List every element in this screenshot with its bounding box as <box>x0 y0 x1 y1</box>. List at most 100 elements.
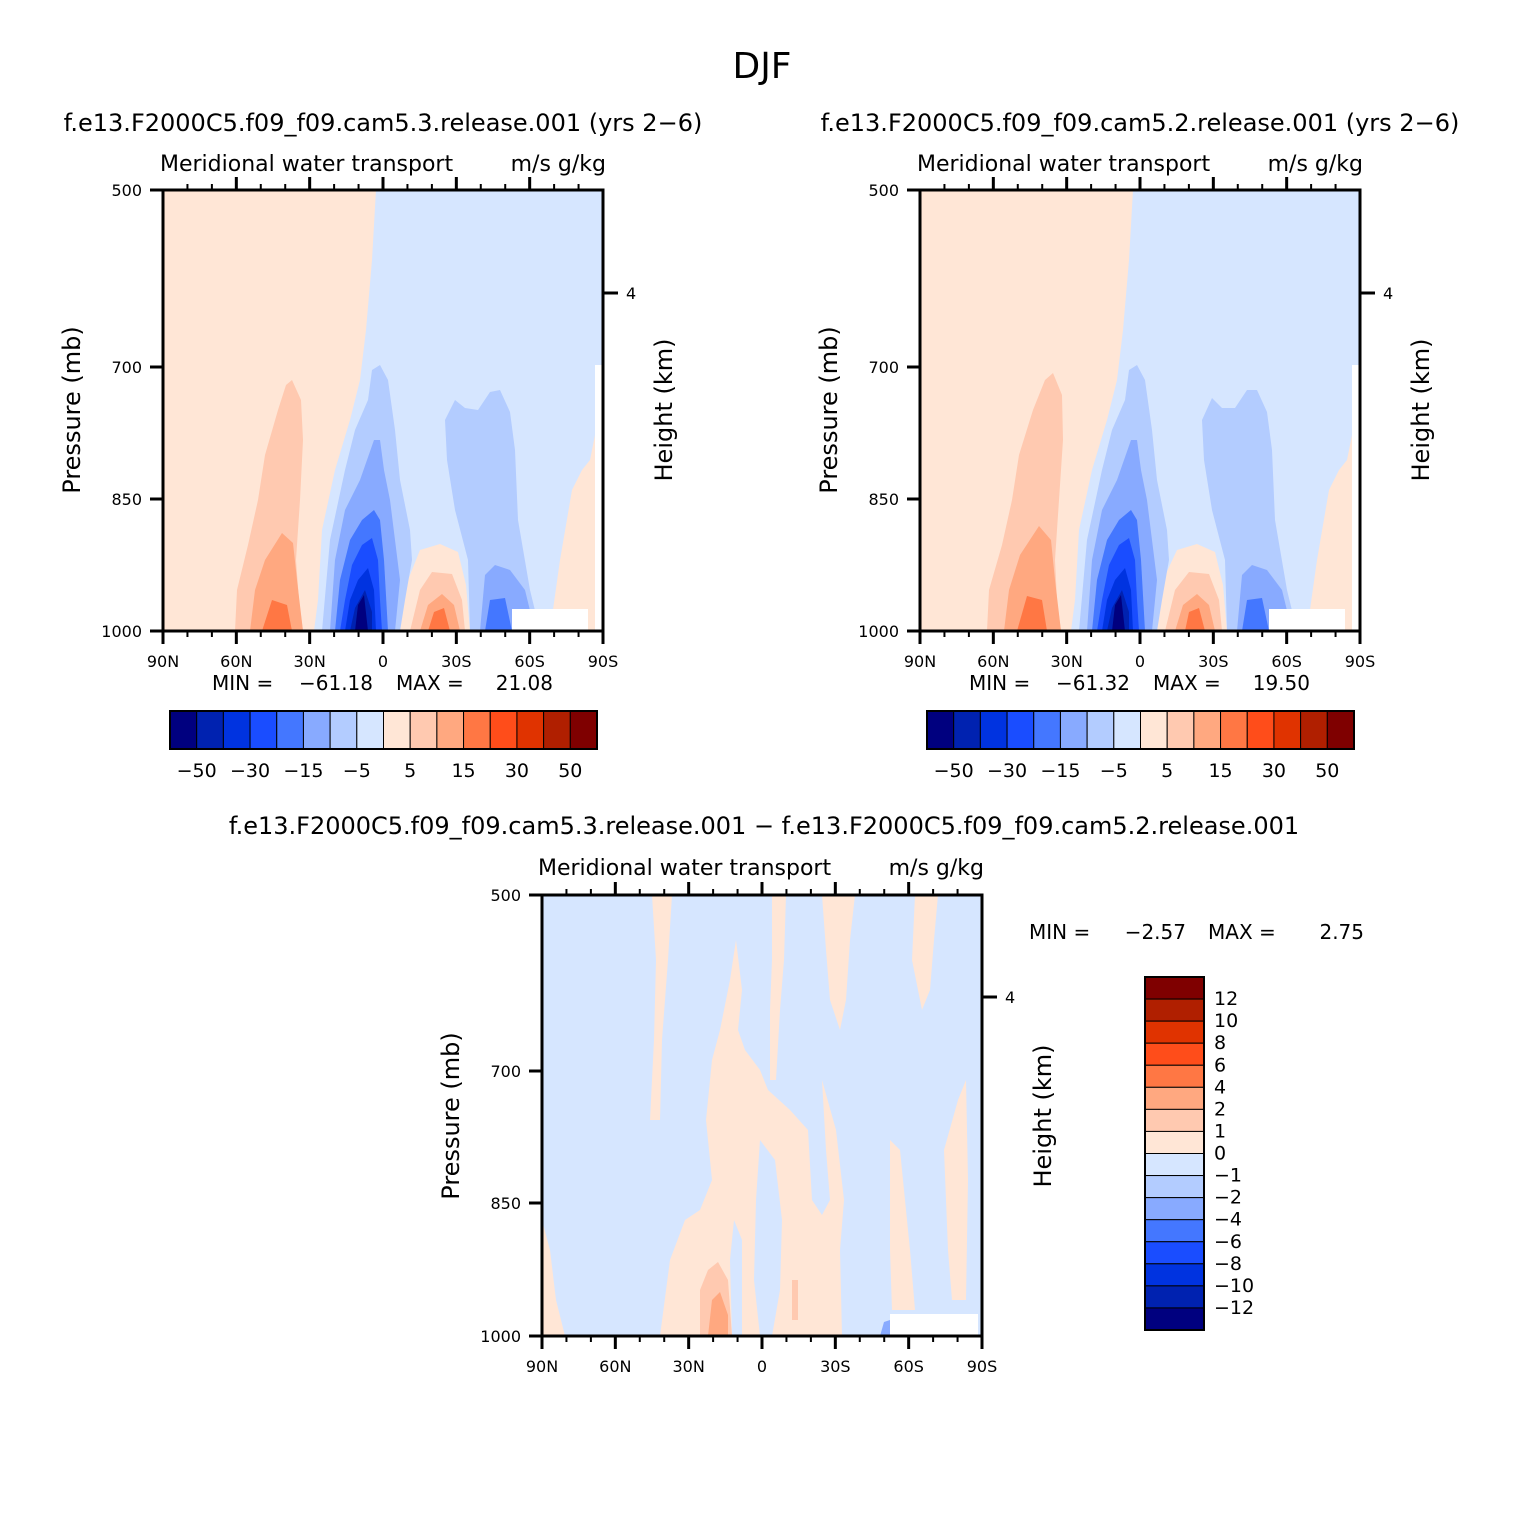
y-tick-label: 1000 <box>101 622 142 641</box>
y-axis-label: Pressure (mb) <box>815 326 843 493</box>
colorbar-box <box>926 710 955 750</box>
x-axis: 90N 60N 30N 0 30S 60S 90S <box>526 882 997 1376</box>
colorbar-box <box>1144 1285 1205 1309</box>
y2-tick-label: 4 <box>626 284 636 303</box>
x-tick-label: 0 <box>757 1357 767 1376</box>
missing-data-edge <box>595 365 603 631</box>
x-tick-label: 60N <box>977 652 1009 671</box>
min-value: −2.57 <box>1125 920 1186 944</box>
colorbar-box <box>1113 710 1141 750</box>
case-title: f.e13.F2000C5.f09_f09.cam5.3.release.001… <box>64 109 703 137</box>
contour-neg-south-a <box>1202 390 1297 631</box>
y-axis: 500 700 850 1000 <box>480 886 542 1346</box>
contour-positive-north <box>163 190 376 631</box>
contour-neg-eq-7 <box>355 595 368 631</box>
colorbar-box <box>1166 710 1195 750</box>
colorbar-box <box>383 710 411 750</box>
x-tick-label: 90N <box>904 652 936 671</box>
diff-pos-band-4 <box>912 895 938 1010</box>
colorbar-label: 30 <box>1262 760 1286 782</box>
contour-15-30-north <box>250 533 303 631</box>
colorbar-box <box>1273 710 1302 750</box>
colorbar-box <box>1193 710 1222 750</box>
case-title: f.e13.F2000C5.f09_f09.cam5.2.release.001… <box>821 109 1460 137</box>
colorbar-box <box>1144 1064 1205 1088</box>
colorbar-label: 2 <box>1214 1098 1226 1120</box>
colorbar: −50 −30 −15 −5 5 15 30 50 <box>169 710 598 782</box>
colorbar-label: −12 <box>1214 1297 1254 1319</box>
colorbar-box <box>1144 1219 1205 1243</box>
colorbar-box <box>463 710 491 750</box>
y2-tick-label: 4 <box>1383 284 1393 303</box>
contour-30-south <box>428 608 450 631</box>
colorbar-label: −6 <box>1214 1231 1242 1253</box>
x-tick-label: 0 <box>1135 652 1145 671</box>
panel-cam53: f.e13.F2000C5.f09_f09.cam5.3.release.001… <box>58 109 702 782</box>
colorbar-box <box>489 710 518 750</box>
colorbar-box <box>1326 710 1355 750</box>
y-tick-label: 700 <box>868 358 899 377</box>
colorbar-box <box>1144 1263 1205 1287</box>
colorbar-label: 15 <box>451 760 475 782</box>
diff-pos-sliver <box>792 1280 798 1320</box>
max-value: 2.75 <box>1319 920 1364 944</box>
colorbar-frame <box>169 710 598 750</box>
subtitle-left: Meridional water transport <box>917 152 1210 177</box>
diff-pos-main <box>660 940 844 1336</box>
colorbar-label: −5 <box>343 760 371 782</box>
subtitle-right: m/s g/kg <box>1268 152 1363 177</box>
colorbar-label: −50 <box>934 760 974 782</box>
max-label: MAX = <box>396 671 464 695</box>
colorbar-box <box>1059 710 1088 750</box>
subtitle-right: m/s g/kg <box>889 856 984 881</box>
diff-pos-band-1 <box>650 895 672 1120</box>
colorbar-box <box>1144 1020 1205 1044</box>
colorbar-box <box>1006 710 1035 750</box>
contour-pos-pole <box>1307 400 1360 631</box>
colorbar-box <box>543 710 571 750</box>
colorbar-box <box>979 710 1008 750</box>
colorbar-label: −15 <box>1040 760 1080 782</box>
colorbar-label: −4 <box>1214 1209 1242 1231</box>
y2-tick-label: 4 <box>1005 988 1015 1007</box>
colorbar-box <box>329 710 358 750</box>
contour-neg-south-c <box>1242 598 1269 631</box>
missing-data-mask <box>512 609 588 631</box>
contour-15-30-north <box>1004 526 1061 631</box>
colorbar-label: 10 <box>1214 1010 1238 1032</box>
x-tick-label: 90N <box>526 1357 558 1376</box>
colorbar-box <box>249 710 278 750</box>
colorbar-label: 0 <box>1214 1143 1226 1165</box>
x-tick-label: 90S <box>967 1357 998 1376</box>
y-tick-label: 1000 <box>858 622 899 641</box>
max-label: MAX = <box>1153 671 1221 695</box>
colorbar-box <box>1246 710 1275 750</box>
colorbar-box <box>1144 1153 1205 1177</box>
colorbar-box <box>1144 1241 1205 1265</box>
colorbar-box <box>569 710 598 750</box>
colorbar-label: −30 <box>987 760 1027 782</box>
x-axis: 90N 60N 30N 0 30S 60S 90S <box>904 177 1375 671</box>
y-tick-label: 500 <box>490 886 521 905</box>
colorbar-label: −1 <box>1214 1165 1242 1187</box>
stats: MIN = −61.32 MAX = 19.50 <box>969 671 1310 695</box>
y-tick-label: 500 <box>868 181 899 200</box>
colorbar-label: 30 <box>505 760 529 782</box>
colorbar-box <box>1144 1130 1205 1154</box>
diff-neg-strip-2 <box>730 1220 742 1336</box>
x-tick-label: 30S <box>441 652 472 671</box>
y-tick-label: 850 <box>111 490 142 509</box>
colorbar-label: −30 <box>230 760 270 782</box>
contour-positive-north <box>920 190 1133 631</box>
colorbar-label: 6 <box>1214 1054 1226 1076</box>
colorbar-box <box>302 710 331 750</box>
colorbar-label: −2 <box>1214 1187 1242 1209</box>
x-tick-label: 60S <box>893 1357 924 1376</box>
min-value: −61.18 <box>299 671 373 695</box>
x-tick-label: 30N <box>294 652 326 671</box>
colorbar-label: −15 <box>283 760 323 782</box>
max-value: 21.08 <box>496 671 553 695</box>
y-tick-label: 1000 <box>480 1327 521 1346</box>
colorbar-label: 15 <box>1208 760 1232 782</box>
diff-pos-2-4 <box>708 1292 728 1336</box>
